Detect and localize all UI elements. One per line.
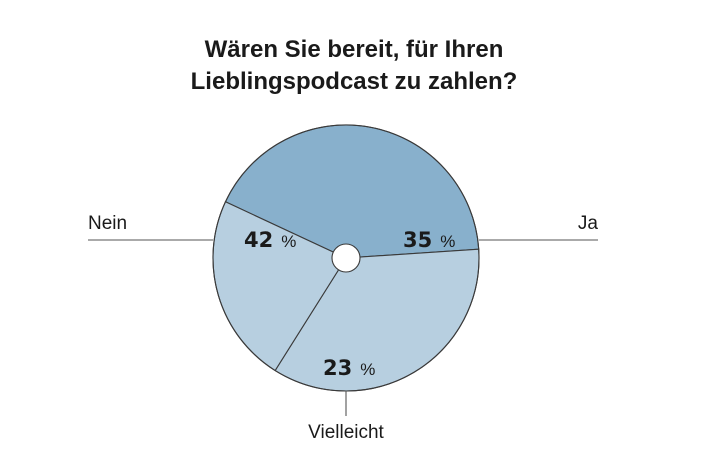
value-number-ja: 35 [403, 228, 432, 252]
value-unit-vielleicht: % [360, 360, 375, 379]
category-label-nein: Nein [88, 213, 127, 234]
value-number-vielleicht: 23 [323, 356, 352, 380]
value-label-vielleicht: 23 % [323, 356, 375, 380]
value-number-nein: 42 [244, 228, 273, 252]
value-unit-ja: % [440, 232, 455, 251]
category-label-ja: Ja [578, 213, 599, 234]
category-label-vielleicht: Vielleicht [308, 422, 384, 443]
pie-slices [212, 124, 480, 392]
chart-title-line-2: Lieblingspodcast zu zahlen? [191, 68, 518, 95]
value-label-nein: 42 % [244, 228, 296, 252]
value-unit-nein: % [281, 232, 296, 251]
value-label-ja: 35 % [403, 228, 455, 252]
chart-title-line-1: Wären Sie bereit, für Ihren [205, 36, 504, 63]
donut-hole [331, 243, 361, 273]
